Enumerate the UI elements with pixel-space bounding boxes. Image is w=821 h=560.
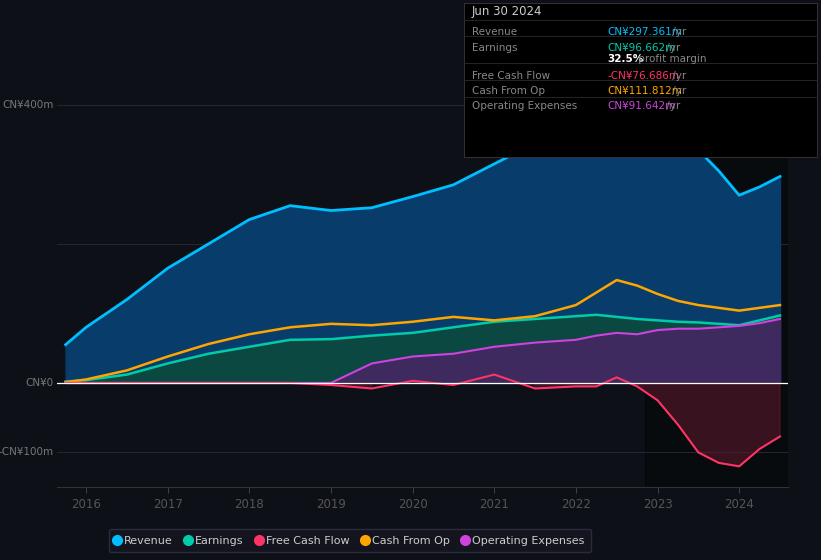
Text: CN¥400m: CN¥400m [2, 100, 54, 110]
Text: /yr: /yr [663, 43, 681, 53]
Text: Jun 30 2024: Jun 30 2024 [472, 5, 543, 18]
Text: -CN¥76.686m: -CN¥76.686m [608, 71, 680, 81]
Text: Earnings: Earnings [472, 43, 517, 53]
Text: 32.5%: 32.5% [608, 54, 644, 64]
Text: Cash From Op: Cash From Op [472, 86, 545, 96]
Bar [645, 84, 788, 487]
Text: CN¥111.812m: CN¥111.812m [608, 86, 682, 96]
Text: profit margin: profit margin [635, 54, 707, 64]
Text: CN¥0: CN¥0 [25, 378, 54, 388]
Text: /yr: /yr [669, 71, 686, 81]
Text: /yr: /yr [663, 101, 681, 111]
Text: Operating Expenses: Operating Expenses [472, 101, 577, 111]
Text: /yr: /yr [669, 86, 686, 96]
Legend: Revenue, Earnings, Free Cash Flow, Cash From Op, Operating Expenses: Revenue, Earnings, Free Cash Flow, Cash … [108, 529, 591, 552]
Text: Revenue: Revenue [472, 27, 517, 38]
Text: Free Cash Flow: Free Cash Flow [472, 71, 550, 81]
Text: CN¥297.361m: CN¥297.361m [608, 27, 682, 38]
Text: /yr: /yr [669, 27, 686, 38]
Text: CN¥91.642m: CN¥91.642m [608, 101, 676, 111]
Text: -CN¥100m: -CN¥100m [0, 447, 54, 458]
Text: CN¥96.662m: CN¥96.662m [608, 43, 676, 53]
